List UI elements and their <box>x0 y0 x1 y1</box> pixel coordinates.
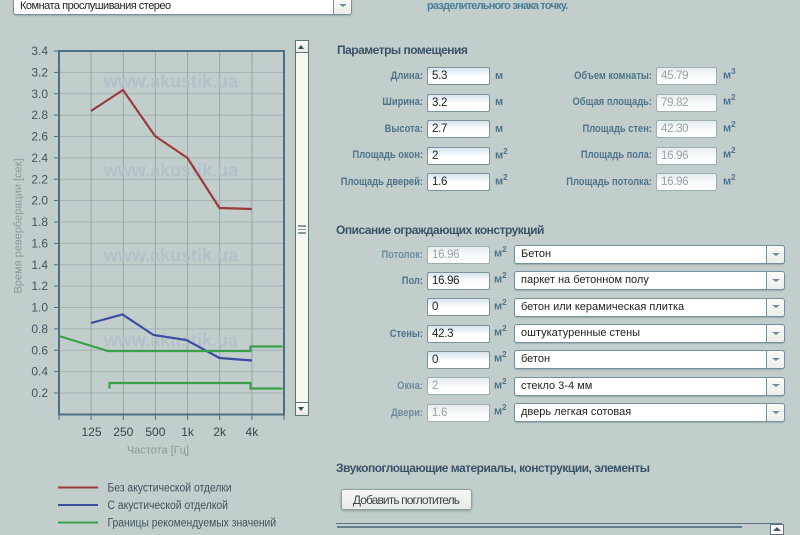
svg-text:1.2: 1.2 <box>31 279 48 293</box>
svg-text:0.8: 0.8 <box>31 322 48 336</box>
svg-text:2.0: 2.0 <box>31 194 48 208</box>
svg-text:www.akustik.ua: www.akustik.ua <box>103 331 239 351</box>
svg-text:1k: 1k <box>181 425 195 439</box>
svg-text:2.6: 2.6 <box>31 130 48 144</box>
svg-text:Границы рекомендуемых значений: Границы рекомендуемых значений <box>108 517 277 530</box>
svg-text:2k: 2k <box>213 425 227 439</box>
svg-text:500: 500 <box>145 425 165 439</box>
svg-text:1.6: 1.6 <box>31 236 48 250</box>
svg-text:3.0: 3.0 <box>31 87 48 101</box>
svg-text:0.4: 0.4 <box>31 365 48 379</box>
svg-text:1.0: 1.0 <box>31 301 48 315</box>
svg-text:0.6: 0.6 <box>31 343 48 357</box>
svg-text:www.akustik.ua: www.akustik.ua <box>103 161 239 181</box>
svg-text:Время реверберации [сек]: Время реверберации [сек] <box>13 158 25 293</box>
svg-text:С акустической отделкой: С акустической отделкой <box>108 500 228 513</box>
svg-text:Без акустической отделки: Без акустической отделки <box>108 482 232 495</box>
svg-text:1.4: 1.4 <box>31 258 48 272</box>
svg-text:125: 125 <box>81 425 101 439</box>
svg-text:1.8: 1.8 <box>31 215 48 229</box>
svg-text:250: 250 <box>113 425 133 439</box>
svg-text:3.4: 3.4 <box>31 44 48 58</box>
svg-text:0.2: 0.2 <box>31 386 48 400</box>
svg-text:2.8: 2.8 <box>31 108 48 122</box>
svg-text:Частота [Гц]: Частота [Гц] <box>127 445 189 457</box>
svg-text:www.akustik.ua: www.akustik.ua <box>103 72 239 92</box>
svg-text:www.akustik.ua: www.akustik.ua <box>103 246 239 266</box>
svg-text:2.4: 2.4 <box>31 151 48 165</box>
svg-text:3.2: 3.2 <box>31 65 48 79</box>
svg-text:4k: 4k <box>246 425 260 439</box>
svg-text:2.2: 2.2 <box>31 172 48 186</box>
